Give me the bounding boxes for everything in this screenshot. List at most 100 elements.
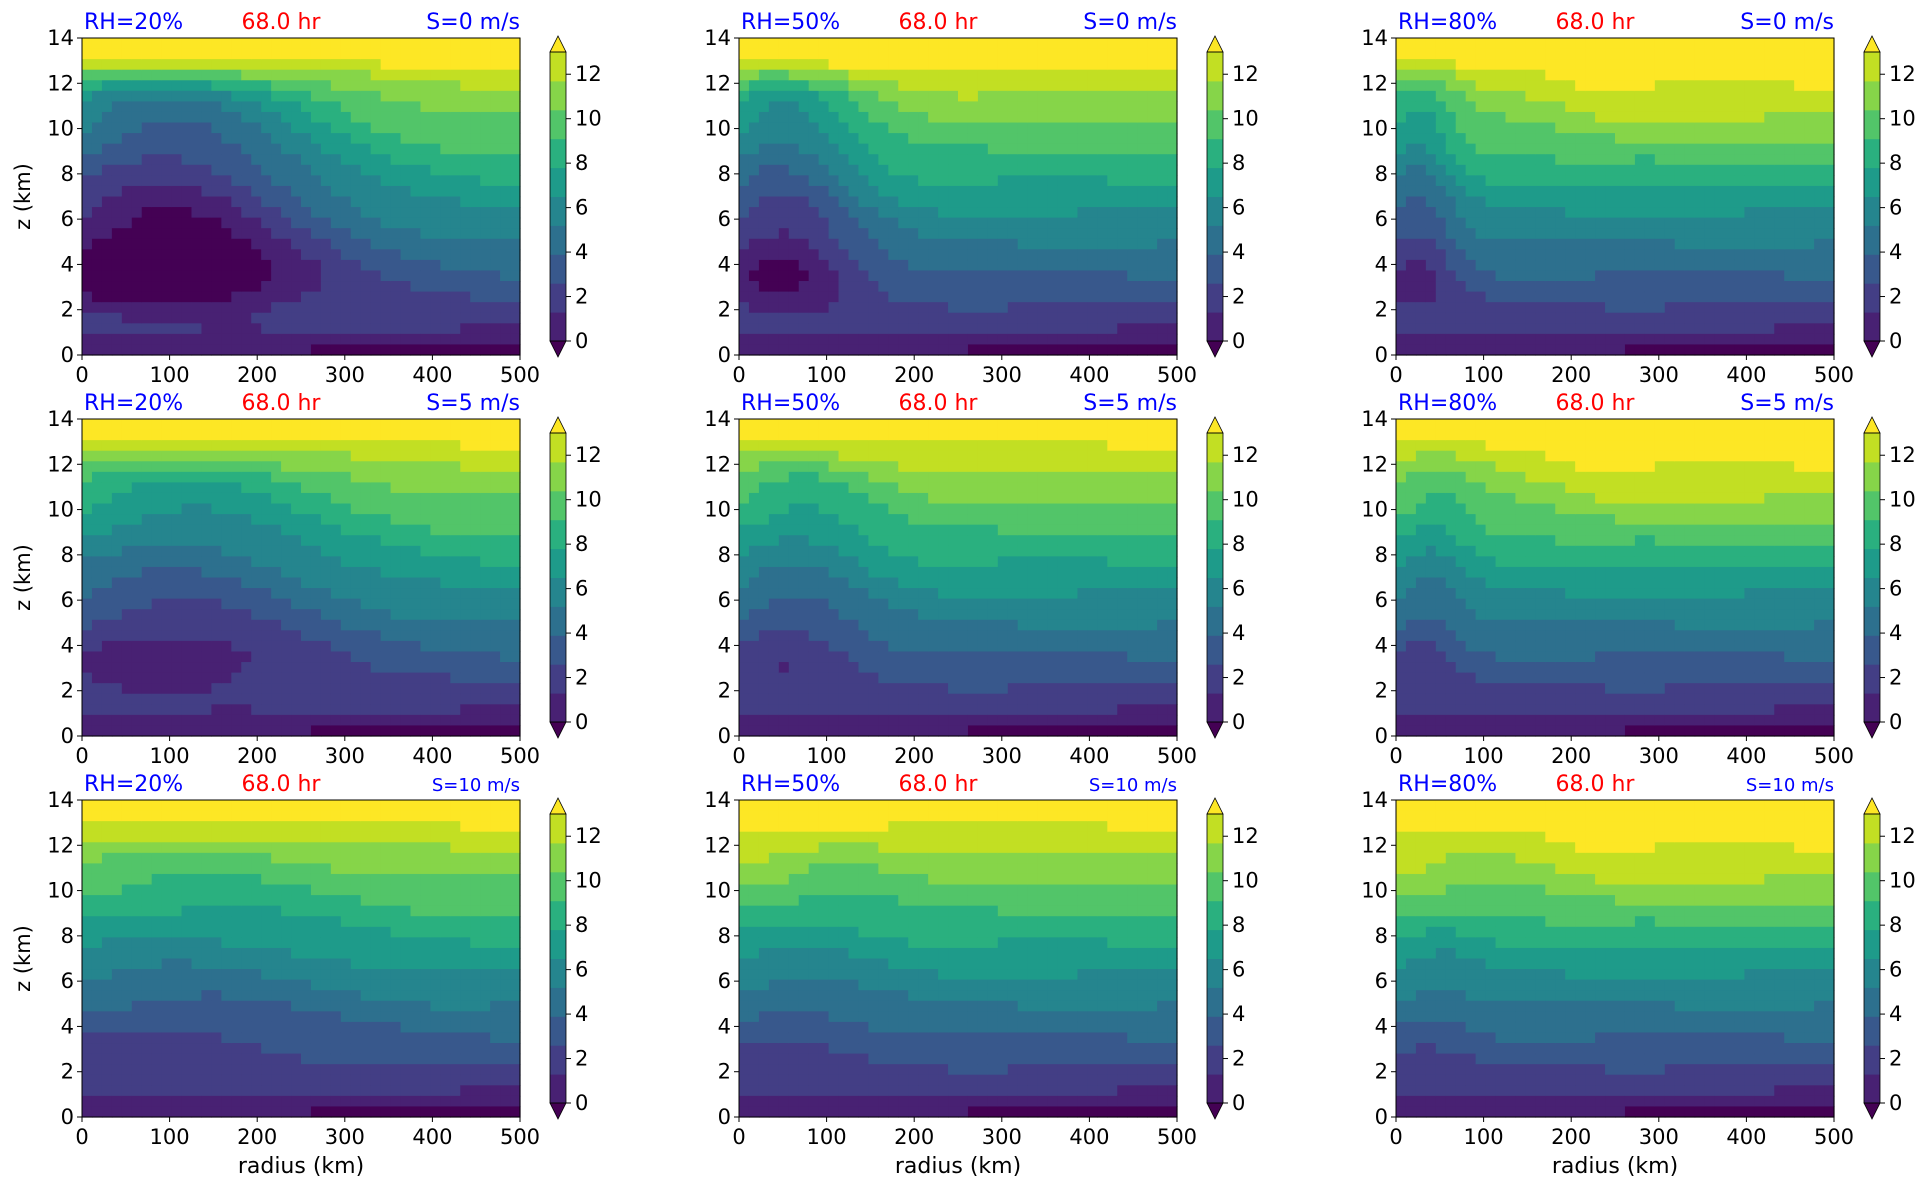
heatmap-cell: [1525, 49, 1536, 60]
heatmap-cell: [1496, 165, 1507, 176]
heatmap-cell: [1018, 281, 1029, 292]
heatmap-cell: [958, 292, 969, 303]
heatmap-cell: [261, 599, 272, 610]
heatmap-cell: [351, 461, 362, 472]
heatmap-cell: [1774, 260, 1785, 271]
heatmap-cell: [1048, 59, 1059, 70]
heatmap-cell: [928, 59, 939, 70]
heatmap-cell: [192, 546, 203, 557]
heatmap-cell: [321, 651, 332, 662]
heatmap-cell: [1645, 59, 1656, 70]
heatmap-cell: [988, 38, 999, 49]
heatmap-cell: [341, 419, 352, 430]
y-tick-label: 8: [1375, 162, 1388, 186]
heatmap-cell: [968, 281, 979, 292]
heatmap-cell: [211, 123, 222, 134]
heatmap-cell: [351, 281, 362, 292]
heatmap-cell: [1665, 133, 1676, 144]
heatmap-cell: [1545, 239, 1556, 250]
heatmap-cell: [112, 451, 123, 462]
heatmap-cell: [231, 70, 242, 81]
heatmap-cell: [261, 567, 272, 578]
heatmap-cell: [241, 419, 252, 430]
heatmap-cell: [749, 302, 760, 313]
heatmap-cell: [1565, 344, 1576, 355]
heatmap-cell: [1486, 175, 1497, 186]
heatmap-cell: [1705, 197, 1716, 208]
heatmap-cell: [1446, 292, 1457, 303]
heatmap-cell: [958, 239, 969, 250]
heatmap-cell: [192, 535, 203, 546]
heatmap-cell: [152, 38, 163, 49]
heatmap-cell: [759, 281, 770, 292]
heatmap-cell: [271, 38, 282, 49]
heatmap-cell: [201, 49, 212, 60]
heatmap-cell: [868, 228, 879, 239]
heatmap-cell: [371, 91, 382, 102]
heatmap-cell: [1814, 70, 1825, 81]
heatmap-cell: [1446, 313, 1457, 324]
heatmap-cell: [918, 165, 929, 176]
heatmap-cell: [172, 588, 183, 599]
heatmap-cell: [291, 556, 302, 567]
heatmap-cell: [152, 472, 163, 483]
heatmap-cell: [152, 440, 163, 451]
heatmap-cell: [192, 514, 203, 525]
heatmap-cell: [261, 525, 272, 536]
heatmap-cell: [769, 133, 780, 144]
heatmap-cell: [1396, 123, 1407, 134]
heatmap-cell: [301, 38, 312, 49]
heatmap-cell: [271, 154, 282, 165]
heatmap-cell: [450, 197, 461, 208]
heatmap-cell: [1715, 70, 1726, 81]
heatmap-cell: [301, 599, 312, 610]
heatmap-cell: [82, 228, 93, 239]
heatmap-cell: [938, 144, 949, 155]
heatmap-cell: [231, 323, 242, 334]
heatmap-cell: [102, 249, 113, 260]
heatmap-cell: [1685, 218, 1696, 229]
colorbar-segment: [1864, 225, 1880, 254]
heatmap-cell: [480, 144, 491, 155]
heatmap-cell: [341, 154, 352, 165]
heatmap-cell: [1635, 281, 1646, 292]
heatmap-cell: [92, 673, 103, 684]
heatmap-cell: [172, 313, 183, 324]
heatmap-cell: [1744, 281, 1755, 292]
heatmap-cell: [480, 249, 491, 260]
heatmap-cell: [1754, 207, 1765, 218]
heatmap-cell: [261, 715, 272, 726]
heatmap-cell: [858, 101, 869, 112]
heatmap-cell: [978, 175, 989, 186]
heatmap-cell: [301, 472, 312, 483]
heatmap-cell: [1137, 218, 1148, 229]
heatmap-cell: [1117, 292, 1128, 303]
heatmap-cell: [301, 546, 312, 557]
heatmap-cell: [1615, 101, 1626, 112]
heatmap-cell: [1147, 80, 1158, 91]
heatmap-cell: [1545, 270, 1556, 281]
heatmap-cell: [1605, 144, 1616, 155]
heatmap-cell: [411, 207, 422, 218]
heatmap-cell: [1117, 313, 1128, 324]
heatmap-cell: [1715, 207, 1726, 218]
heatmap-cell: [231, 578, 242, 589]
heatmap-cell: [331, 556, 342, 567]
heatmap-cell: [1028, 101, 1039, 112]
heatmap-cell: [779, 144, 790, 155]
heatmap-cell: [1008, 80, 1019, 91]
heatmap-cell: [1107, 186, 1118, 197]
heatmap-cell: [321, 218, 332, 229]
heatmap-cell: [440, 112, 451, 123]
heatmap-cell: [1754, 292, 1765, 303]
heatmap-cell: [321, 239, 332, 250]
heatmap-cell: [321, 249, 332, 260]
heatmap-cell: [1754, 70, 1765, 81]
heatmap-cell: [1685, 207, 1696, 218]
heatmap-cell: [420, 334, 431, 345]
heatmap-cell: [928, 344, 939, 355]
heatmap-cell: [1496, 70, 1507, 81]
heatmap-cell: [878, 344, 889, 355]
heatmap-cell: [958, 133, 969, 144]
